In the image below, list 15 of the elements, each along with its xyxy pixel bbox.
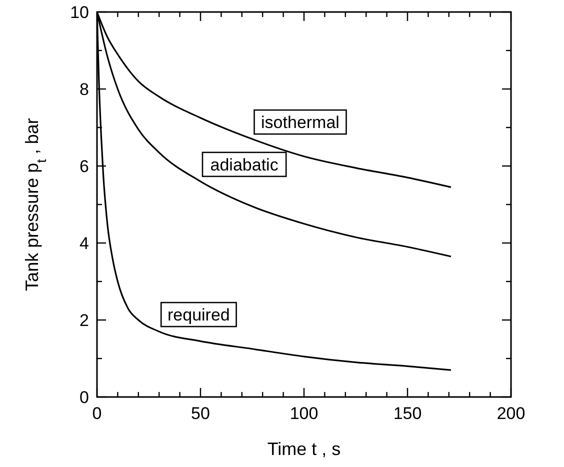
x-tick-label: 100 xyxy=(290,404,318,423)
x-axis-title: Time t , s xyxy=(267,439,341,459)
x-tick-label: 150 xyxy=(393,404,422,423)
y-tick-label: 6 xyxy=(80,157,89,176)
series-label: adiabatic xyxy=(210,155,279,174)
x-tick-label: 50 xyxy=(191,404,210,423)
y-tick-label: 4 xyxy=(80,234,89,253)
y-tick-label: 2 xyxy=(80,311,89,330)
x-tick-label: 200 xyxy=(496,404,526,423)
y-tick-label: 8 xyxy=(80,80,89,99)
x-tick-label: 0 xyxy=(92,404,102,423)
y-tick-label: 0 xyxy=(80,388,89,407)
y-tick-label: 10 xyxy=(70,3,89,22)
series-label: required xyxy=(168,306,230,325)
series-label: isothermal xyxy=(261,113,340,132)
